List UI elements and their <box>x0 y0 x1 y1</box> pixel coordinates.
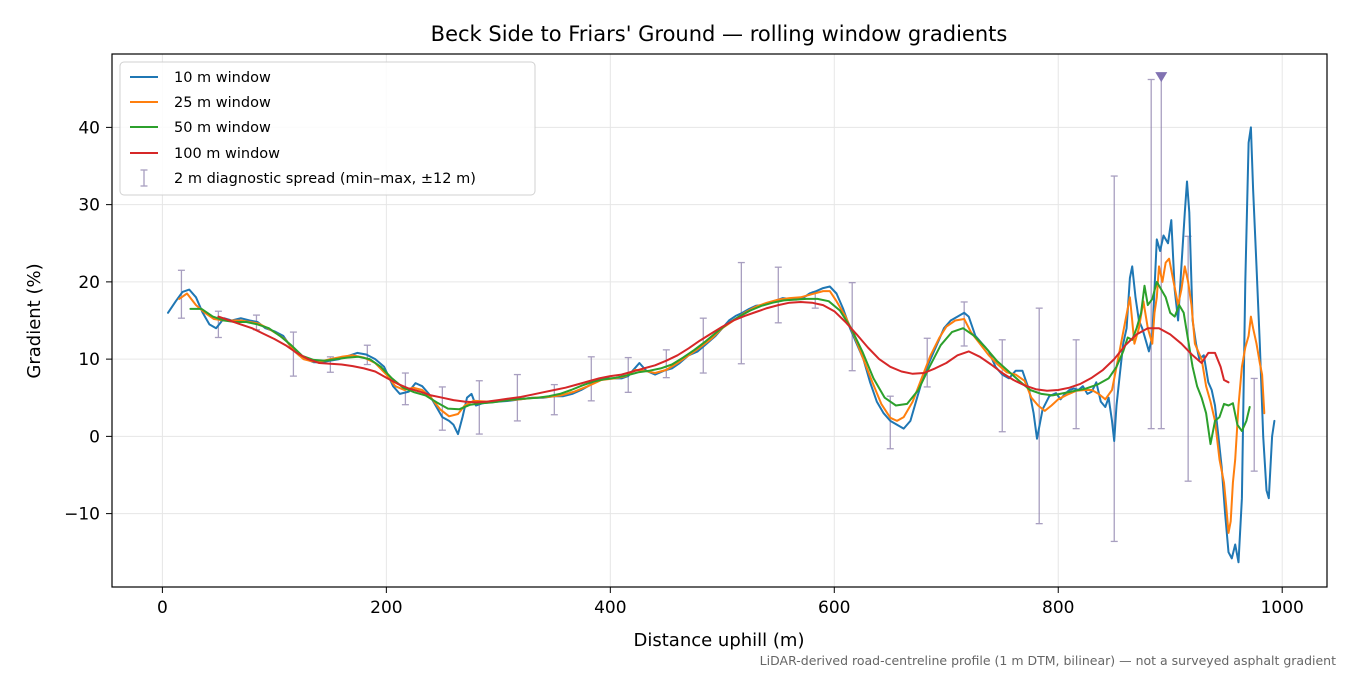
x-axis-ticks: 0 200 400 600 800 1000 <box>157 587 1304 618</box>
error-bar <box>475 380 483 435</box>
error-bar <box>960 301 968 347</box>
error-bar <box>1157 77 1165 430</box>
plot-frame <box>111 53 1328 588</box>
error-bar <box>1035 307 1043 525</box>
x-tick-label: 1000 <box>1261 598 1304 618</box>
legend-label: 2 m diagnostic spread (min–max, ±12 m) <box>174 171 476 187</box>
footnote: LiDAR-derived road-centreline profile (1… <box>760 653 1336 668</box>
x-tick-label: 600 <box>818 598 850 618</box>
x-axis-label: Distance uphill (m) <box>634 630 805 651</box>
y-tick-label: −10 <box>64 505 100 525</box>
error-bar <box>886 395 894 450</box>
legend-label: 100 m window <box>174 146 280 162</box>
y-axis-label: Gradient (%) <box>24 263 45 378</box>
chart-title: Beck Side to Friars' Ground — rolling wi… <box>431 22 1008 46</box>
x-tick-label: 200 <box>370 598 402 618</box>
legend-label: 50 m window <box>174 120 271 136</box>
y-tick-label: 40 <box>78 118 100 138</box>
error-bar <box>438 386 446 431</box>
error-bar <box>1147 78 1155 430</box>
legend-box <box>119 61 536 196</box>
error-bar <box>998 339 1006 433</box>
x-tick-label: 0 <box>157 598 168 618</box>
y-axis-ticks: −10 0 10 20 30 40 <box>64 118 112 525</box>
series-line-4 <box>217 301 1230 404</box>
error-bar <box>289 331 297 377</box>
series-lines <box>167 126 1276 564</box>
error-bar <box>1250 377 1258 472</box>
legend-label: 25 m window <box>174 95 271 111</box>
x-tick-label: 800 <box>1042 598 1074 618</box>
markers <box>1155 72 1168 83</box>
error-bar <box>587 356 595 402</box>
y-tick-label: 10 <box>78 350 100 370</box>
legend-errorbar-swatch <box>140 169 148 187</box>
legend: 10 m window 25 m window 50 m window 100 m w… <box>119 61 536 196</box>
y-tick-label: 30 <box>78 196 100 216</box>
error-bar <box>774 266 782 324</box>
y-tick-label: 20 <box>78 273 100 293</box>
x-tick-label: 400 <box>594 598 626 618</box>
y-tick-label: 0 <box>89 427 100 447</box>
error-bar <box>662 349 670 379</box>
error-bar <box>1072 339 1080 430</box>
series-line-2 <box>178 257 1266 534</box>
legend-label: 10 m window <box>174 70 271 86</box>
clipped-marker <box>1155 72 1168 83</box>
error-bar <box>848 281 856 372</box>
